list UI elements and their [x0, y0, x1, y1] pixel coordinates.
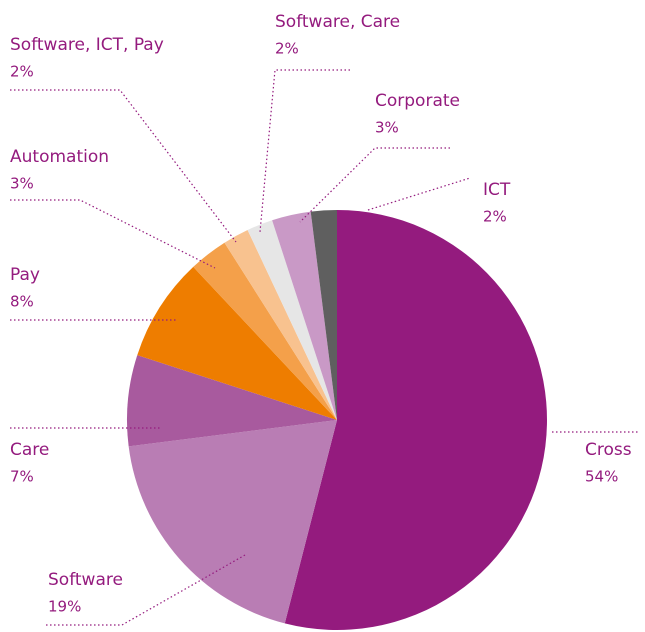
slice-value-label: 3%	[10, 175, 34, 193]
slice-value-label: 2%	[483, 208, 507, 226]
slice-label: ICT	[483, 180, 511, 200]
slice-label: Cross	[585, 440, 632, 460]
leader-line	[259, 69, 350, 233]
leader-line	[10, 199, 216, 269]
slice-value-label: 8%	[10, 293, 34, 311]
slice-value-label: 2%	[275, 40, 299, 58]
leader-line	[10, 89, 237, 243]
pie-slice	[193, 242, 337, 420]
slice-label: Software, Care	[275, 12, 400, 32]
pie-slice	[224, 229, 337, 420]
leader-line	[367, 177, 471, 211]
pie-slice	[247, 220, 337, 420]
pie-slice	[128, 420, 337, 624]
pie-slice	[127, 355, 338, 447]
slice-value-label: 54%	[585, 468, 618, 486]
slice-label: Pay	[10, 265, 40, 285]
slice-label: Care	[10, 440, 49, 460]
slice-label: Software	[48, 570, 123, 590]
slice-value-label: 3%	[375, 119, 399, 137]
slice-value-label: 7%	[10, 468, 34, 486]
leader-line	[299, 147, 450, 223]
leader-line	[45, 554, 246, 626]
pie-slice	[272, 211, 337, 420]
pie-slice	[137, 266, 337, 420]
slice-label: Automation	[10, 147, 109, 167]
slice-value-label: 19%	[48, 598, 81, 616]
pie-slice	[310, 210, 337, 420]
slice-label: Corporate	[375, 91, 460, 111]
pie-slice	[284, 210, 547, 630]
slice-value-label: 2%	[10, 63, 34, 81]
slice-label: Software, ICT, Pay	[10, 35, 164, 55]
